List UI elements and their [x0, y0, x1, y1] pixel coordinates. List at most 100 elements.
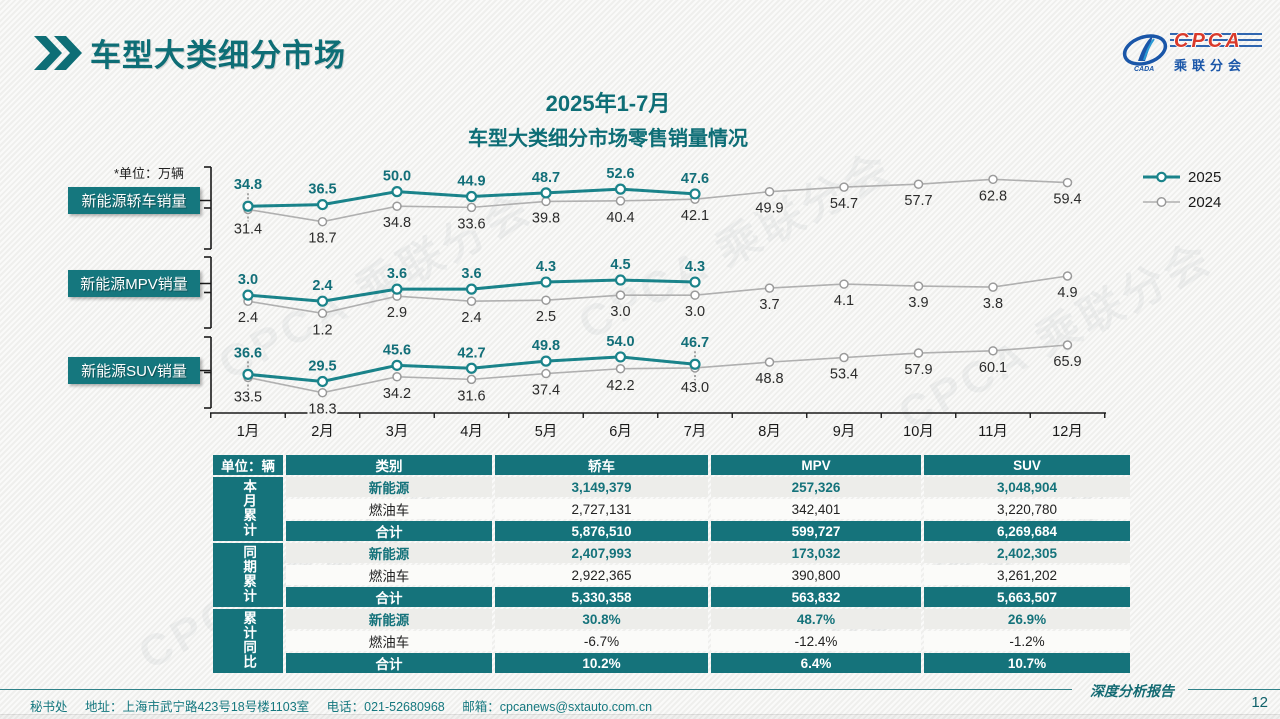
data-point-2024 [988, 174, 998, 185]
data-point-2025 [316, 295, 329, 307]
data-label-2024: 57.7 [904, 193, 932, 209]
data-label-2024: 2.9 [387, 305, 407, 321]
table-row: 燃油车 -6.7% -12.4% -1.2% [213, 631, 1130, 651]
data-point-2025 [242, 289, 254, 301]
footer-divider-right [1188, 689, 1280, 690]
data-label-2024: 2.5 [536, 309, 556, 325]
line-charts: 34.8 36.5 50.0 44.9 48.7 52.6 47.6 31.4 18.7 34.8… [200, 164, 1221, 440]
data-point-2025 [614, 183, 627, 195]
data-point-2024 [913, 179, 924, 189]
table-row: 同期累计 新能源 2,407,993 173,032 2,402,305 [213, 543, 1130, 607]
table-value-cell: 10.7% [924, 653, 1130, 673]
data-label-2024: 62.8 [979, 188, 1007, 204]
data-point-2024 [1062, 340, 1073, 350]
table-body: 本月累计 新能源 3,149,379 257,326 3,048,904 燃油车 2,727… [213, 477, 1130, 673]
data-point-2024 [392, 372, 402, 382]
data-label-2024: 49.9 [755, 201, 783, 217]
report-type-label: 深度分析报告 [1090, 685, 1174, 700]
x-tick-label: 1月 [237, 424, 260, 440]
logo-sub-text: 乘联分会 [1174, 58, 1247, 73]
data-point-2025 [689, 276, 701, 288]
legend-marker [1156, 171, 1167, 183]
table-value-cell: 2,402,305 [924, 543, 1130, 563]
data-label-2025: 42.7 [457, 345, 485, 361]
data-label-2024: 3.0 [685, 304, 705, 320]
data-point-2024 [466, 374, 477, 385]
chart-title: 2025年1-7月 车型大类细分市场零售销量情况 [0, 86, 1216, 151]
chart-title-line1: 2025年1-7月 [545, 91, 671, 116]
data-point-2025 [465, 190, 478, 203]
data-point-2025 [540, 355, 552, 367]
data-label-2025: 48.7 [532, 170, 560, 186]
table-value-cell: 26.9% [924, 609, 1130, 629]
table-value-cell: 173,032 [711, 543, 921, 563]
data-point-2024 [913, 348, 924, 358]
data-label-2024: 18.3 [308, 402, 336, 418]
data-point-2024 [541, 368, 551, 379]
table-value-cell: 3,261,202 [924, 565, 1130, 585]
x-tick-label: 9月 [833, 424, 856, 440]
data-label-2024: 57.9 [904, 362, 932, 378]
data-label-2024: 2.4 [238, 310, 258, 326]
data-point-2024 [988, 346, 998, 356]
data-label-2024: 37.4 [532, 383, 560, 399]
table-value-cell: 10.2% [495, 653, 708, 673]
data-label-2024: 42.2 [606, 378, 634, 394]
table-value-cell: 48.7% [711, 609, 921, 629]
table-row: 累计同比 新能源 30.8% 48.7% 26.9% [213, 609, 1130, 673]
data-point-2025 [391, 359, 403, 371]
table-value-cell: 563,832 [711, 587, 921, 607]
svg-text:CADA: CADA [1134, 66, 1154, 73]
footer-contact: 秘书处 地址：上海市武宁路423号18号楼1103室 电话：021-526809… [30, 696, 666, 715]
table-value-cell: 5,663,507 [924, 587, 1130, 607]
data-label-2025: 36.6 [234, 345, 262, 361]
data-label-2025: 46.7 [681, 335, 709, 351]
data-point-2024 [839, 182, 849, 192]
table-group-label: 同期累计 [213, 543, 283, 607]
table-category-cell: 合计 [286, 653, 492, 673]
table-value-cell: -12.4% [711, 631, 921, 651]
chart-title-line2: 车型大类细分市场零售销量情况 [468, 128, 748, 150]
table-category-cell: 燃油车 [286, 631, 492, 651]
x-tick-label: 2月 [311, 424, 334, 440]
x-tick-label: 4月 [460, 424, 483, 440]
cpca-swoosh-icon: CADA [1122, 34, 1168, 73]
table-value-cell: 30.8% [495, 609, 708, 629]
data-label-2024: 34.8 [383, 215, 411, 231]
logo-cpca-text: CPCA [1174, 30, 1243, 52]
table-category-cell: 燃油车 [286, 499, 492, 519]
summary-table: 单位：辆 类别 轿车 MPV SUV 本月累计 新能源 3,149,379 257,326 3,… [210, 453, 1133, 675]
table-value-cell: 390,800 [711, 565, 921, 585]
data-label-2024: 4.1 [834, 293, 854, 309]
data-point-2024 [466, 202, 477, 213]
table-header: 单位：辆 类别 轿车 MPV SUV [213, 455, 1130, 475]
table-category-cell: 合计 [286, 521, 492, 541]
table-value-cell: 3,048,904 [924, 477, 1130, 497]
table-group-label: 累计同比 [213, 609, 283, 673]
table-value-cell: 5,330,358 [495, 587, 708, 607]
data-label-2025: 54.0 [606, 334, 634, 350]
table-value-cell: -1.2% [924, 631, 1130, 651]
data-label-2024: 3.0 [610, 304, 630, 320]
bottom-strip [0, 714, 1280, 719]
data-label-2024: 53.4 [830, 367, 858, 383]
data-point-2024 [764, 283, 775, 293]
table-category-cell: 合计 [286, 587, 492, 607]
data-label-2024: 43.0 [681, 380, 709, 396]
cpca-logo: CADA CPCA 乘联分会 [1120, 30, 1262, 74]
table-value-cell: 6,269,684 [924, 521, 1130, 541]
data-point-2025 [540, 276, 552, 288]
series-label-nev-mpv: 新能源MPV销量 [68, 270, 200, 297]
data-point-2024 [1062, 271, 1073, 281]
data-point-2025 [689, 358, 701, 370]
footer-phone: 电话：021-52680968 [326, 700, 445, 714]
x-tick-label: 10月 [903, 424, 934, 440]
data-label-2025: 2.4 [312, 278, 332, 294]
data-label-2025: 4.3 [685, 259, 705, 275]
x-tick-label: 5月 [535, 424, 558, 440]
series-label-nev-suv: 新能源SUV销量 [68, 357, 200, 384]
data-label-2024: 39.8 [532, 210, 560, 226]
data-label-2024: 3.7 [759, 297, 779, 313]
data-label-2025: 4.3 [536, 259, 556, 275]
x-tick-label: 3月 [386, 424, 409, 440]
